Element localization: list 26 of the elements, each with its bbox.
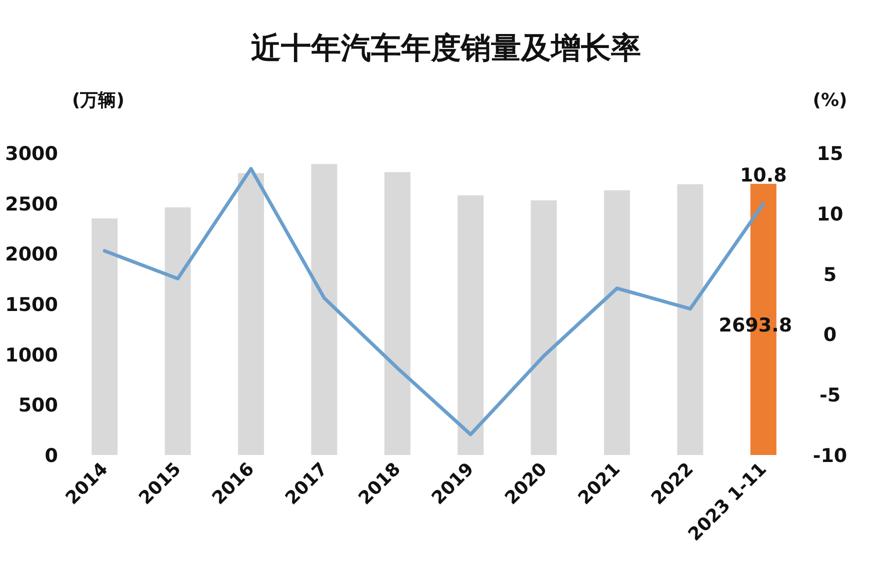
y-tick-label: 2000 [5, 244, 58, 266]
y-tick-label: 500 [18, 394, 58, 417]
bar [384, 172, 410, 455]
y-tick-label: 0 [44, 445, 58, 467]
bar [238, 173, 264, 455]
y2-tick-label: 10 [816, 203, 844, 226]
y2-tick-label: 5 [823, 264, 837, 286]
bar [530, 200, 557, 455]
bar [92, 218, 118, 455]
y2-axis-title: (%) [812, 90, 848, 111]
data-label: 10.8 [740, 164, 787, 187]
y-axis-title: (万辆) [72, 90, 124, 111]
y2-tick-label: -5 [819, 384, 841, 407]
bar [604, 190, 630, 455]
y-tick-label: 2500 [5, 193, 58, 216]
y-tick-label: 1500 [5, 294, 58, 316]
bar [458, 195, 484, 455]
y2-tick-label: 0 [823, 324, 837, 346]
y-tick-label: 1000 [5, 344, 58, 366]
bar [677, 184, 704, 455]
y2-tick-label: -10 [812, 445, 848, 467]
bar [164, 207, 191, 455]
bar [311, 164, 338, 455]
chart-title: 近十年汽车年度销量及增长率 [251, 31, 641, 66]
y-tick-label: 3000 [5, 143, 58, 165]
y2-tick-label: 15 [816, 143, 844, 165]
